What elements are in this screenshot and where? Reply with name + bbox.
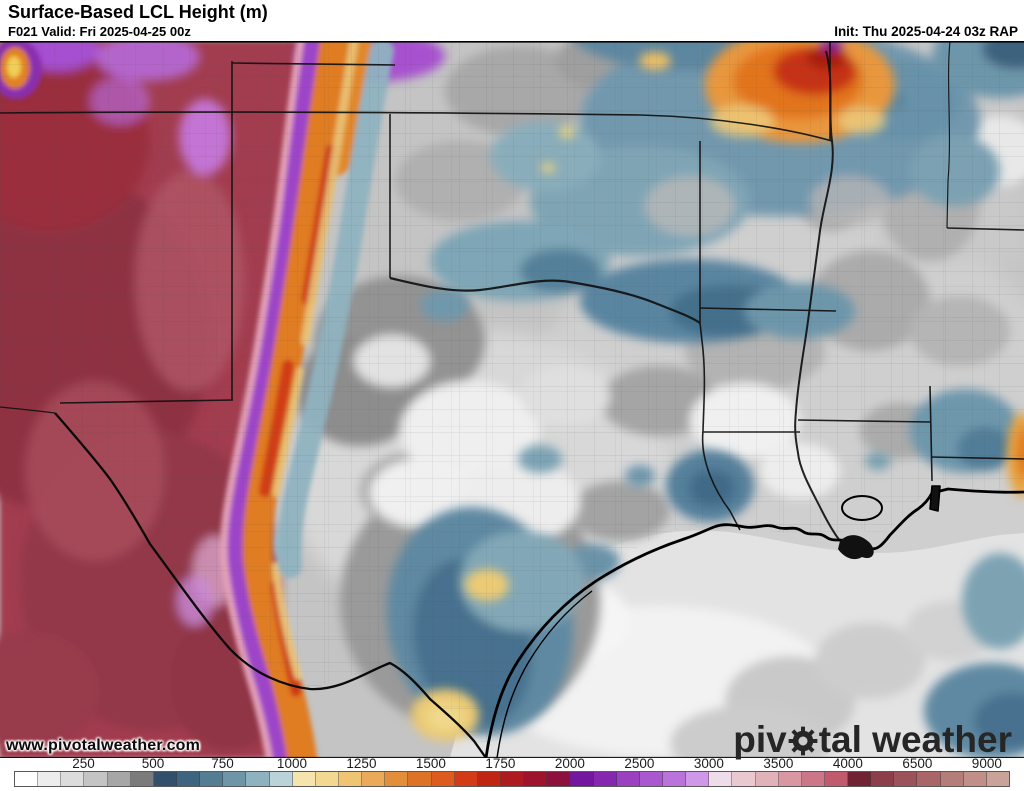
legend-cell [246, 772, 270, 786]
legend-cell [153, 772, 177, 786]
legend-cell [547, 772, 571, 786]
legend-cell [454, 772, 478, 786]
legend-tick-label: 1750 [485, 756, 516, 771]
legend-tick-label: 3500 [763, 756, 794, 771]
legend-tick-label: 1500 [415, 756, 446, 771]
legend-cell [15, 772, 39, 786]
watermark-url: www.pivotalweather.com [6, 737, 201, 754]
gear-icon [788, 726, 818, 756]
legend-tick-label: 1250 [346, 756, 377, 771]
legend-tick-label: 1000 [276, 756, 307, 771]
legend-tick-label: 2500 [624, 756, 655, 771]
legend-cell [824, 772, 849, 786]
legend-cell [315, 772, 339, 786]
legend-cell [524, 772, 548, 786]
legend-cell [801, 772, 825, 786]
logo-text-post: tal weather [818, 719, 1012, 760]
legend-cell [84, 772, 108, 786]
legend-cell [709, 772, 733, 786]
legend-cell [61, 772, 85, 786]
legend-cell [871, 772, 895, 786]
legend-tick-label: 3000 [693, 756, 724, 771]
legend-cell [408, 772, 432, 786]
legend-cell [963, 772, 987, 786]
legend-cell [662, 772, 687, 786]
legend-cell [176, 772, 201, 786]
legend-cell [778, 772, 802, 786]
legend-cell [431, 772, 455, 786]
legend-cell [686, 772, 710, 786]
legend-cell [292, 772, 316, 786]
legend-cell [269, 772, 293, 786]
legend-cell [385, 772, 409, 786]
legend-cell [570, 772, 594, 786]
legend-cell [200, 772, 224, 786]
forecast-valid-label: F021 Valid: Fri 2025-04-25 00z [8, 24, 191, 39]
legend-tick-label: 750 [211, 756, 234, 771]
legend-cell [917, 772, 941, 786]
legend-tick-label: 500 [141, 756, 165, 771]
map-canvas: www.pivotalweather.com piv tal weather [0, 41, 1024, 758]
legend-cell [593, 772, 617, 786]
legend-tick-label: 250 [72, 756, 95, 771]
legend-cell [755, 772, 779, 786]
legend-tick-label: 4000 [832, 756, 863, 771]
page-title: Surface-Based LCL Height (m) [8, 2, 268, 22]
legend-cell [107, 772, 131, 786]
legend-cell [130, 772, 154, 786]
legend-cell [639, 772, 663, 786]
legend-cell [732, 772, 756, 786]
lcl-height-map-image [0, 41, 1024, 758]
legend-ticks: 250 500 750 1000 1250 1500 1750 2000 2500 3000 350… [0, 756, 1024, 771]
logo-text-pre: piv [733, 719, 787, 760]
legend-tick-label: 9000 [971, 756, 1002, 771]
model-init-label: Init: Thu 2025-04-24 03z RAP [834, 24, 1018, 39]
legend-bar [14, 771, 1010, 787]
legend-cell [362, 772, 386, 786]
legend-tick-label: 6500 [902, 756, 933, 771]
legend-tick-label: 2000 [554, 756, 585, 771]
legend-cell [986, 772, 1010, 786]
legend-cell [940, 772, 964, 786]
legend-cell [894, 772, 918, 786]
legend-cell [223, 772, 247, 786]
legend-cell [338, 772, 363, 786]
legend-cell [848, 772, 872, 786]
legend-cell [616, 772, 640, 786]
pivotal-weather-logo: piv tal weather [733, 721, 1012, 758]
legend-cell [477, 772, 501, 786]
legend-cell [38, 772, 62, 786]
legend-cell [500, 772, 525, 786]
